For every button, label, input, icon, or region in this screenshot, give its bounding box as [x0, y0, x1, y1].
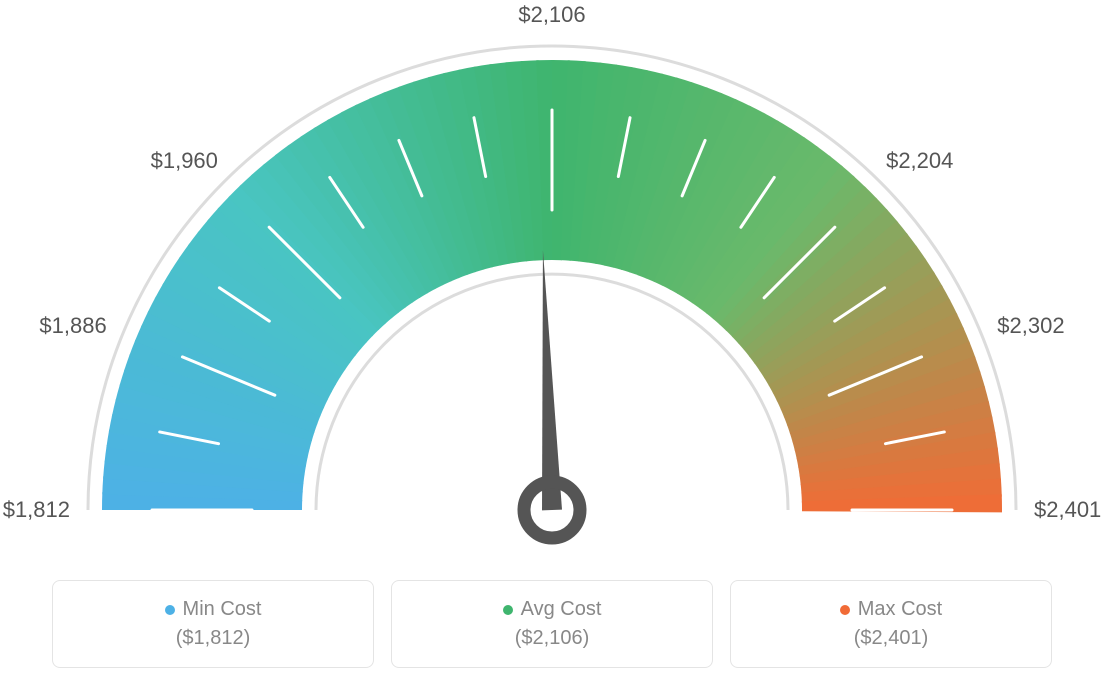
avg-cost-header: Avg Cost: [503, 598, 602, 621]
avg-cost-card: Avg Cost ($2,106): [391, 580, 713, 668]
min-cost-header: Min Cost: [165, 598, 262, 621]
min-cost-value: ($1,812): [176, 627, 251, 650]
avg-cost-value: ($2,106): [515, 627, 590, 650]
min-cost-label: Min Cost: [183, 598, 262, 621]
gauge-chart-container: $1,812 $1,886 $1,960 $2,106 $2,204 $2,302 $2,4…: [0, 0, 1104, 690]
gauge-tick-label: $1,886: [39, 313, 106, 339]
avg-cost-dot: [503, 605, 513, 615]
gauge-area: $1,812$1,886$1,960$2,106$2,204$2,302$2,4…: [52, 10, 1052, 570]
gauge-tick-label: $2,401: [1034, 497, 1101, 523]
gauge-needle: [542, 250, 562, 510]
gauge-svg: [52, 10, 1052, 570]
max-cost-header: Max Cost: [840, 598, 942, 621]
summary-cards: Min Cost ($1,812) Avg Cost ($2,106) Max …: [52, 580, 1052, 668]
gauge-tick-label: $1,960: [151, 148, 218, 174]
gauge-tick-label: $1,812: [3, 497, 70, 523]
gauge-tick-label: $2,302: [997, 313, 1064, 339]
min-cost-dot: [165, 605, 175, 615]
max-cost-dot: [840, 605, 850, 615]
max-cost-card: Max Cost ($2,401): [730, 580, 1052, 668]
min-cost-card: Min Cost ($1,812): [52, 580, 374, 668]
gauge-tick-label: $2,204: [886, 148, 953, 174]
gauge-tick-label: $2,106: [518, 2, 585, 28]
max-cost-label: Max Cost: [858, 598, 942, 621]
max-cost-value: ($2,401): [854, 627, 929, 650]
avg-cost-label: Avg Cost: [521, 598, 602, 621]
